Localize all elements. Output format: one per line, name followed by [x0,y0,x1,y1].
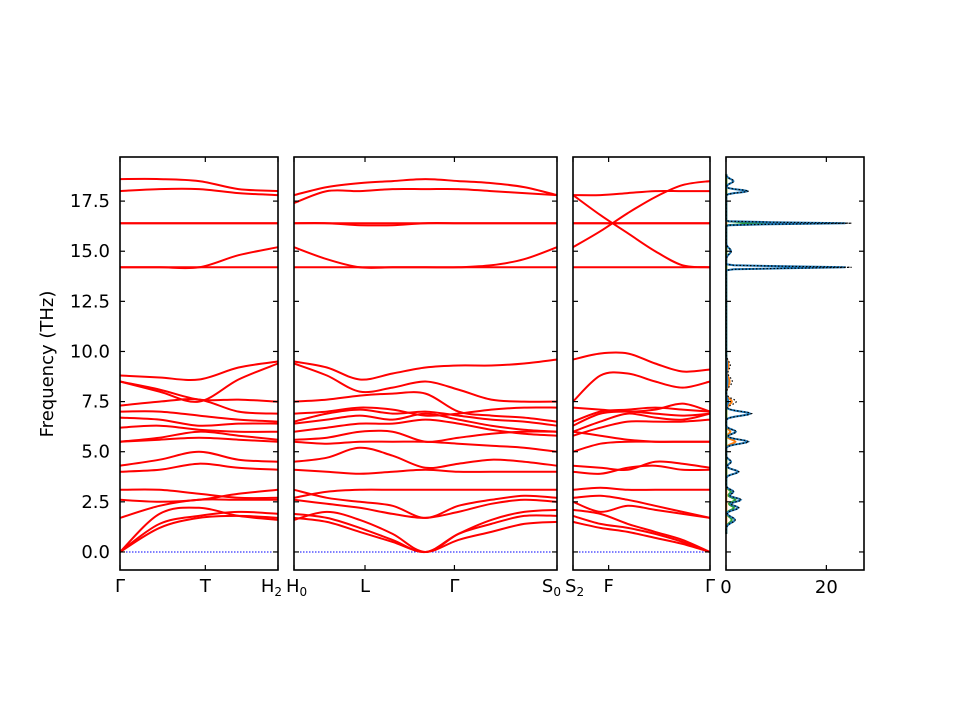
x-tick-label: Γ [705,576,715,597]
band-line [293,187,558,205]
band-line [119,488,279,503]
band-line [572,412,711,433]
band-panel-1: Γ T H2 [115,156,282,599]
y-tick-label: 15.0 [70,241,110,262]
dos-total [725,173,852,534]
x-tick-label: H2 [261,576,282,599]
band-line [293,446,558,470]
band-line [119,514,279,553]
band-line [293,516,558,554]
band-line [293,412,558,433]
dos-partial-orange [725,174,737,534]
y-tick-label: 7.5 [81,392,110,413]
y-tick-label: 12.5 [70,291,110,312]
band-line [293,178,558,197]
y-tick-label: 5.0 [81,442,110,463]
band-line [293,488,558,519]
band-line [119,380,279,403]
band-line [293,362,558,403]
band-line [293,488,557,499]
dos-partial-blue [725,173,846,534]
band-line [572,440,710,453]
panel-frame [572,156,711,571]
band-line [572,514,711,553]
x-tick-label: Γ [449,576,459,597]
x-tick-label: H0 [286,576,307,599]
x-tick-label: T [199,576,212,597]
dos-frame [725,156,865,571]
band-line [572,500,711,519]
y-tick-label: 2.5 [81,492,110,513]
band-line [119,360,279,382]
y-axis-label: Frequency (THz) [37,291,58,438]
band-line [119,462,279,473]
panel-frame [293,156,558,571]
band-line [293,512,558,554]
band-line [119,187,279,197]
band-line [293,408,558,427]
band-line [119,410,279,423]
band-line [572,418,711,437]
band-line [572,410,711,427]
band-line [293,391,558,423]
band-line [572,430,710,443]
band-line [293,406,558,417]
band-line [119,416,279,427]
band-line [119,436,279,443]
dos-x-tick-label: 20 [815,577,838,598]
panel-frame [119,156,279,571]
band-line [293,418,558,437]
band-line [119,424,279,433]
y-tick-label: 0.0 [81,542,110,563]
band-line [293,246,558,269]
band-line [119,450,279,467]
band-line [293,498,558,519]
band-line [119,488,279,500]
band-line [572,520,711,553]
band-line [120,246,279,270]
band-line [572,486,710,491]
x-tick-label: S0 [542,576,561,599]
band-line [293,222,557,227]
band-line [293,508,558,554]
band-line [572,194,711,269]
band-line [119,506,279,553]
band-line [572,351,711,373]
x-tick-label: S2 [565,576,584,599]
band-line [119,362,279,403]
band-line [572,189,710,197]
band-line [293,468,557,475]
y-tick-label: 10.0 [70,341,110,362]
band-line [572,460,711,472]
band-panel-3: S2 F Γ [565,156,715,599]
band-line [119,430,279,443]
x-tick-label: F [603,576,613,597]
y-tick-label: 17.5 [70,191,110,212]
band-line [572,508,711,553]
dos-panel: 0 20 [720,156,865,598]
plot-root: 0.0 2.5 5.0 7.5 10.0 12.5 15.0 17.5 Γ T H2 H0 L Γ S0 S2… [70,156,865,599]
x-tick-label: L [360,576,370,597]
band-line [572,180,711,249]
band-line [119,510,279,553]
band-line [572,406,711,423]
band-panel-2: H0 L Γ S0 [286,156,561,599]
band-line [293,440,558,453]
x-tick-label: Γ [115,576,125,597]
band-line [572,402,711,413]
band-line [293,358,558,381]
dos-partial-green [725,174,771,534]
band-line [572,494,711,519]
band-line [119,177,279,193]
dos-x-tick-label: 0 [720,577,731,598]
band-line [572,371,711,403]
